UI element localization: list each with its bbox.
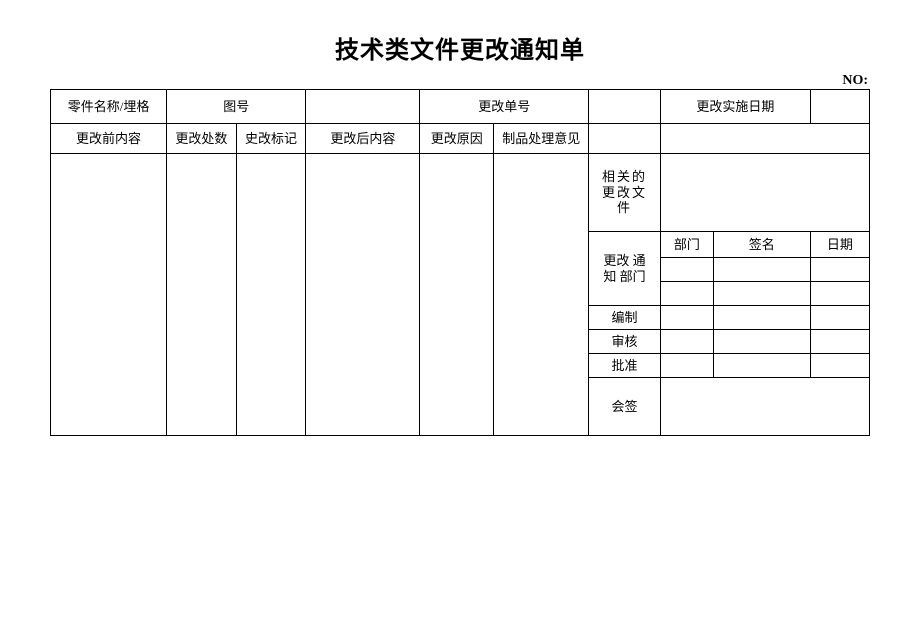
hdr-places: 更改处数	[167, 124, 237, 154]
header-row-2: 更改前内容 更改处数 史改标记 更改后内容 更改原因 制品处理意见	[51, 124, 870, 154]
hdr-after: 更改后内容	[306, 124, 420, 154]
side-approve-label: 批准	[589, 354, 661, 378]
side-countersign-label: 会签	[589, 378, 661, 436]
hdr-changeno-label: 更改单号	[420, 90, 589, 124]
cell-notify-1-date	[810, 258, 869, 282]
cell-notify-1-sign	[713, 258, 810, 282]
side-empty-top-right	[660, 124, 869, 154]
hdr-productop: 制品处理意见	[494, 124, 589, 154]
cell-productop-body	[494, 154, 589, 436]
side-related-changes-text: 相关的更改文件	[597, 169, 653, 216]
cell-prepare-sign	[713, 306, 810, 330]
hdr-implementdate-label: 更改实施日期	[660, 90, 810, 124]
body-row-related: 相关的更改文件	[51, 154, 870, 232]
hdr-reason: 更改原因	[420, 124, 494, 154]
hdr-drawing-label: 图号	[167, 90, 306, 124]
cell-reason-body	[420, 154, 494, 436]
hdr-implementdate-value	[810, 90, 869, 124]
col-dept: 部门	[660, 232, 713, 258]
cell-notify-2-date	[810, 282, 869, 306]
cell-approve-sign	[713, 354, 810, 378]
cell-before-body	[51, 154, 167, 436]
cell-approve-date	[810, 354, 869, 378]
form-table: 零件名称/埋格 图号 更改单号 更改实施日期 更改前内容 更改处数 史改标记 更…	[50, 89, 870, 436]
side-related-changes-value	[660, 154, 869, 232]
cell-notify-2-sign	[713, 282, 810, 306]
form-title: 技术类文件更改通知单	[50, 30, 870, 65]
side-notify-dept-text: 更改 通知 部门	[601, 253, 649, 284]
cell-places-body	[167, 154, 237, 436]
cell-notify-2-dept	[660, 282, 713, 306]
header-row-1: 零件名称/埋格 图号 更改单号 更改实施日期	[51, 90, 870, 124]
cell-prepare-dept	[660, 306, 713, 330]
side-notify-dept-label: 更改 通知 部门	[589, 232, 661, 306]
col-sign: 签名	[713, 232, 810, 258]
cell-review-date	[810, 330, 869, 354]
page: 技术类文件更改通知单 NO: 零件名称/埋格 图号 更改单号 更改实施日期 更改…	[0, 0, 920, 436]
side-review-label: 审核	[589, 330, 661, 354]
no-label: NO:	[50, 73, 870, 89]
side-empty-top	[589, 124, 661, 154]
hdr-changeno-value	[589, 90, 661, 124]
cell-review-sign	[713, 330, 810, 354]
cell-historymark-body	[236, 154, 306, 436]
hdr-drawing-value	[306, 90, 420, 124]
cell-approve-dept	[660, 354, 713, 378]
cell-notify-1-dept	[660, 258, 713, 282]
cell-after-body	[306, 154, 420, 436]
hdr-before: 更改前内容	[51, 124, 167, 154]
cell-review-dept	[660, 330, 713, 354]
cell-countersign-body	[660, 378, 869, 436]
col-date: 日期	[810, 232, 869, 258]
hdr-part-label: 零件名称/埋格	[51, 90, 167, 124]
hdr-historymark: 史改标记	[236, 124, 306, 154]
cell-prepare-date	[810, 306, 869, 330]
side-related-changes-label: 相关的更改文件	[589, 154, 661, 232]
side-prepare-label: 编制	[589, 306, 661, 330]
